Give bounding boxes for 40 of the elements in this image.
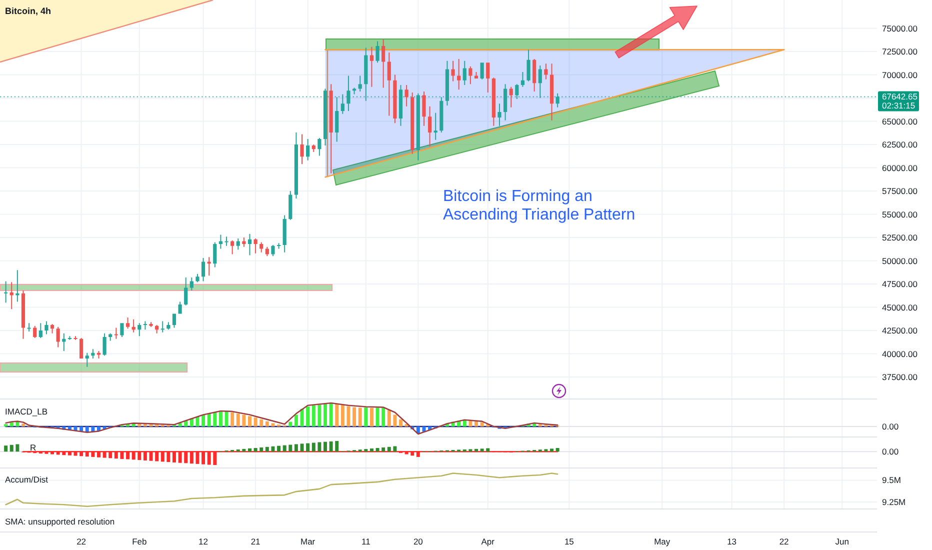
x-tick-label: 22 <box>779 536 790 546</box>
y-tick-label: 62500.00 <box>882 140 918 150</box>
y-tick-label: 50000.00 <box>882 256 918 266</box>
x-tick-label: 22 <box>76 536 86 546</box>
y-tick-label: 70000.00 <box>882 70 918 80</box>
ref-line-label: 0.00 <box>882 446 899 457</box>
y-tick-label: 42500.00 <box>882 326 918 336</box>
y-tick-label: 57500.00 <box>882 186 918 196</box>
x-tick-label: 20 <box>413 536 424 546</box>
text: Bitcoin, 4h <box>5 6 52 16</box>
y-tick-label: 9.5M <box>882 475 901 486</box>
x-tick-label: 15 <box>564 536 574 546</box>
x-tick-label: 12 <box>198 536 208 546</box>
y-tick-label: 75000.00 <box>882 23 918 34</box>
y-tick-label: 47500.00 <box>882 279 918 290</box>
chart-title: IMACD_LB <box>5 406 48 416</box>
ref-line-label: 0.00 <box>882 421 899 432</box>
text: SMA: unsupported resolution <box>5 516 115 526</box>
chart-title: R <box>30 442 36 452</box>
x-tick-label: 11 <box>361 536 371 546</box>
y-tick-label: 40000.00 <box>882 348 918 359</box>
y-tick-label: 45000.00 <box>882 302 918 312</box>
x-tick-label: Feb <box>132 536 147 546</box>
y-tick-label: 52500.00 <box>882 232 918 243</box>
text: 02:31:15 <box>882 100 916 111</box>
y-tick-label: 9.25M <box>882 497 906 508</box>
y-tick-label: 60000.00 <box>882 162 918 173</box>
y-tick-label: 65000.00 <box>882 116 918 126</box>
y-tick-label: 72500.00 <box>882 46 918 57</box>
y-tick-label: 37500.00 <box>882 372 918 382</box>
annotation: Bitcoin is Forming an Ascending Triangle Pattern <box>443 188 636 224</box>
y-tick-label: 55000.00 <box>882 209 918 220</box>
x-tick-label: Apr <box>481 536 495 546</box>
ref-line-label: 67642.65 <box>882 92 918 102</box>
x-tick-label: May <box>654 536 671 546</box>
x-tick-label: Jun <box>835 536 850 546</box>
x-tick-label: Mar <box>300 536 316 546</box>
x-tick-label: 13 <box>727 536 737 546</box>
text: Accum/Dist <box>5 474 49 484</box>
x-tick-label: 21 <box>250 536 261 546</box>
